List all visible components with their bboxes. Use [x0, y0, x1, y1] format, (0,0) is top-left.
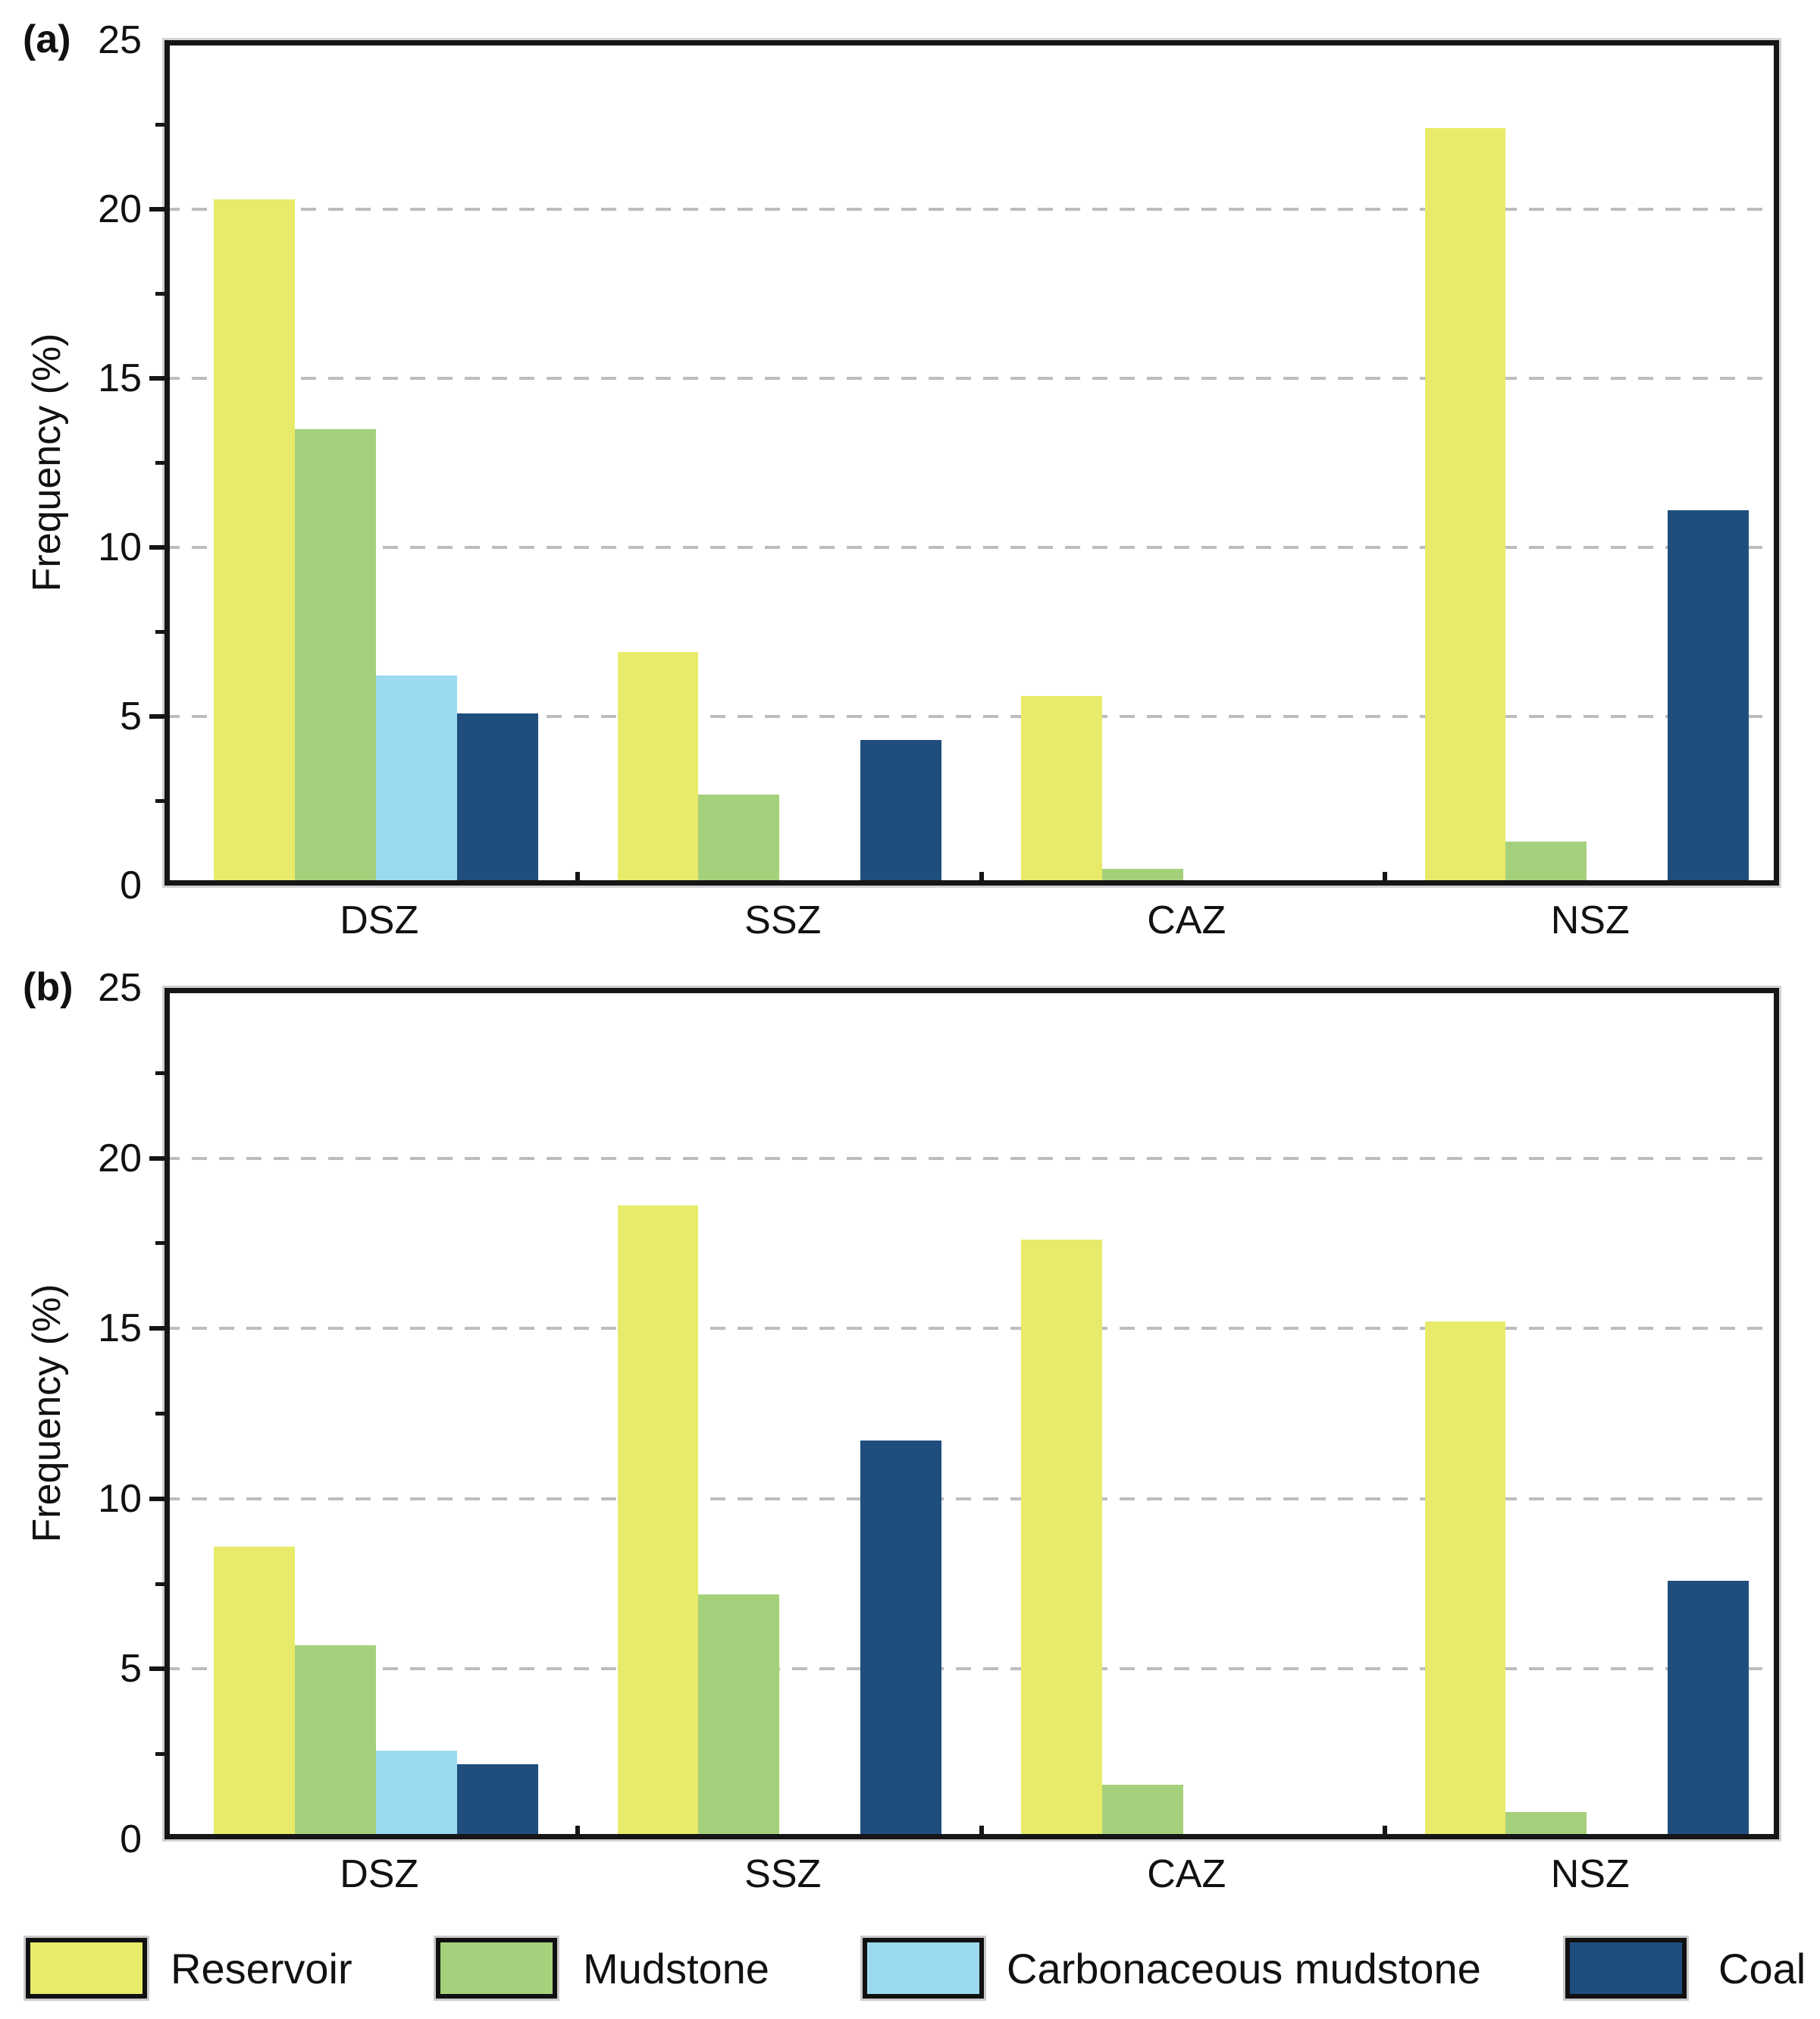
bar-mudstone-ssz [698, 1594, 780, 1839]
legend-label-reservoir: Reservoir [171, 1945, 352, 1992]
y-tick-label-0: 0 [120, 1817, 142, 1861]
bar-coal-nsz [1668, 1580, 1750, 1839]
x-category-label-dsz: DSZ [340, 1852, 419, 1896]
y-minor-tick [155, 123, 164, 127]
x-category-label-caz: CAZ [1147, 1852, 1226, 1896]
bar-coal-ssz [860, 740, 942, 886]
x-category-label-nsz: NSZ [1550, 898, 1630, 942]
bar-reservoir-ssz [617, 1205, 699, 1839]
bar-coal-nsz [1668, 509, 1750, 886]
bar-coal-dsz [456, 1764, 538, 1839]
bar-mudstone-dsz [294, 428, 376, 886]
y-tick-label-10: 10 [98, 1476, 142, 1521]
x-boundary-tick [1383, 1826, 1388, 1839]
x-boundary-tick [575, 1826, 581, 1839]
legend-swatch-carbonaceous-mudstone [863, 1938, 984, 1999]
y-major-tick [149, 207, 164, 212]
bar-carbonaceous-mudstone-dsz [375, 676, 457, 886]
y-minor-tick [155, 461, 164, 465]
y-minor-tick [155, 1071, 164, 1075]
y-tick-label-20: 20 [98, 1136, 142, 1180]
gridline-20 [164, 1156, 1779, 1160]
y-major-tick [149, 1666, 164, 1672]
y-tick-label-0: 0 [120, 864, 142, 908]
legend-label-coal: Coal [1718, 1945, 1806, 1992]
x-boundary-tick [1383, 872, 1388, 886]
y-minor-tick [155, 1752, 164, 1757]
x-boundary-tick [979, 872, 984, 886]
bar-reservoir-dsz [214, 1546, 295, 1839]
y-tick-label-5: 5 [120, 1647, 142, 1691]
bar-mudstone-nsz [1505, 842, 1587, 886]
bar-mudstone-ssz [698, 794, 780, 886]
legend-label-carbonaceous-mudstone: Carbonaceous mudstone [1007, 1945, 1481, 1992]
legend-swatch-mudstone [436, 1938, 557, 1999]
y-tick-label-10: 10 [98, 525, 142, 569]
y-tick-label-5: 5 [120, 694, 142, 738]
x-category-label-nsz: NSZ [1550, 1852, 1630, 1896]
y-major-tick [149, 714, 164, 719]
bar-mudstone-caz [1101, 1785, 1183, 1839]
y-tick-label-15: 15 [98, 1306, 142, 1351]
y-minor-tick [155, 1241, 164, 1246]
y-minor-tick [155, 1412, 164, 1415]
y-tick-label-25: 25 [98, 966, 142, 1010]
gridline-15 [164, 1327, 1779, 1331]
bar-reservoir-ssz [617, 652, 699, 886]
bar-carbonaceous-mudstone-dsz [375, 1751, 457, 1839]
y-tick-label-15: 15 [98, 356, 142, 400]
bar-mudstone-dsz [294, 1644, 376, 1839]
legend-swatch-reservoir [26, 1938, 147, 1999]
panel-b-plot-frame [164, 988, 1779, 1839]
y-tick-label-20: 20 [98, 187, 142, 231]
gridline-20 [164, 208, 1779, 211]
panel-a-plot-frame [164, 40, 1779, 886]
gridline-10 [164, 546, 1779, 549]
y-major-tick [149, 1326, 164, 1331]
y-major-tick [149, 376, 164, 381]
y-major-tick [149, 545, 164, 550]
gridline-5 [164, 715, 1779, 718]
bar-coal-ssz [860, 1441, 942, 1839]
panel-b-letter: (b) [23, 965, 74, 1009]
panel-a-letter: (a) [23, 17, 71, 61]
x-category-label-ssz: SSZ [744, 1852, 822, 1896]
x-boundary-tick [979, 1826, 984, 1839]
y-major-tick [149, 1496, 164, 1501]
x-category-label-dsz: DSZ [340, 898, 419, 942]
bar-reservoir-nsz [1424, 127, 1506, 886]
bar-coal-dsz [456, 713, 538, 886]
bar-reservoir-nsz [1424, 1321, 1506, 1839]
y-major-tick [149, 1155, 164, 1161]
x-category-label-ssz: SSZ [744, 898, 822, 942]
bar-reservoir-caz [1021, 1240, 1102, 1839]
gridline-10 [164, 1497, 1779, 1500]
y-minor-tick [155, 292, 164, 296]
bar-reservoir-caz [1021, 696, 1102, 886]
y-minor-tick [155, 630, 164, 634]
gridline-5 [164, 1667, 1779, 1671]
gridline-15 [164, 377, 1779, 380]
legend-swatch-coal [1565, 1938, 1687, 1999]
y-tick-label-25: 25 [98, 18, 142, 62]
y-minor-tick [155, 799, 164, 803]
legend-label-mudstone: Mudstone [583, 1945, 769, 1992]
bar-reservoir-dsz [214, 199, 295, 886]
y-minor-tick [155, 1582, 164, 1586]
x-category-label-caz: CAZ [1147, 898, 1226, 942]
x-boundary-tick [575, 872, 581, 886]
